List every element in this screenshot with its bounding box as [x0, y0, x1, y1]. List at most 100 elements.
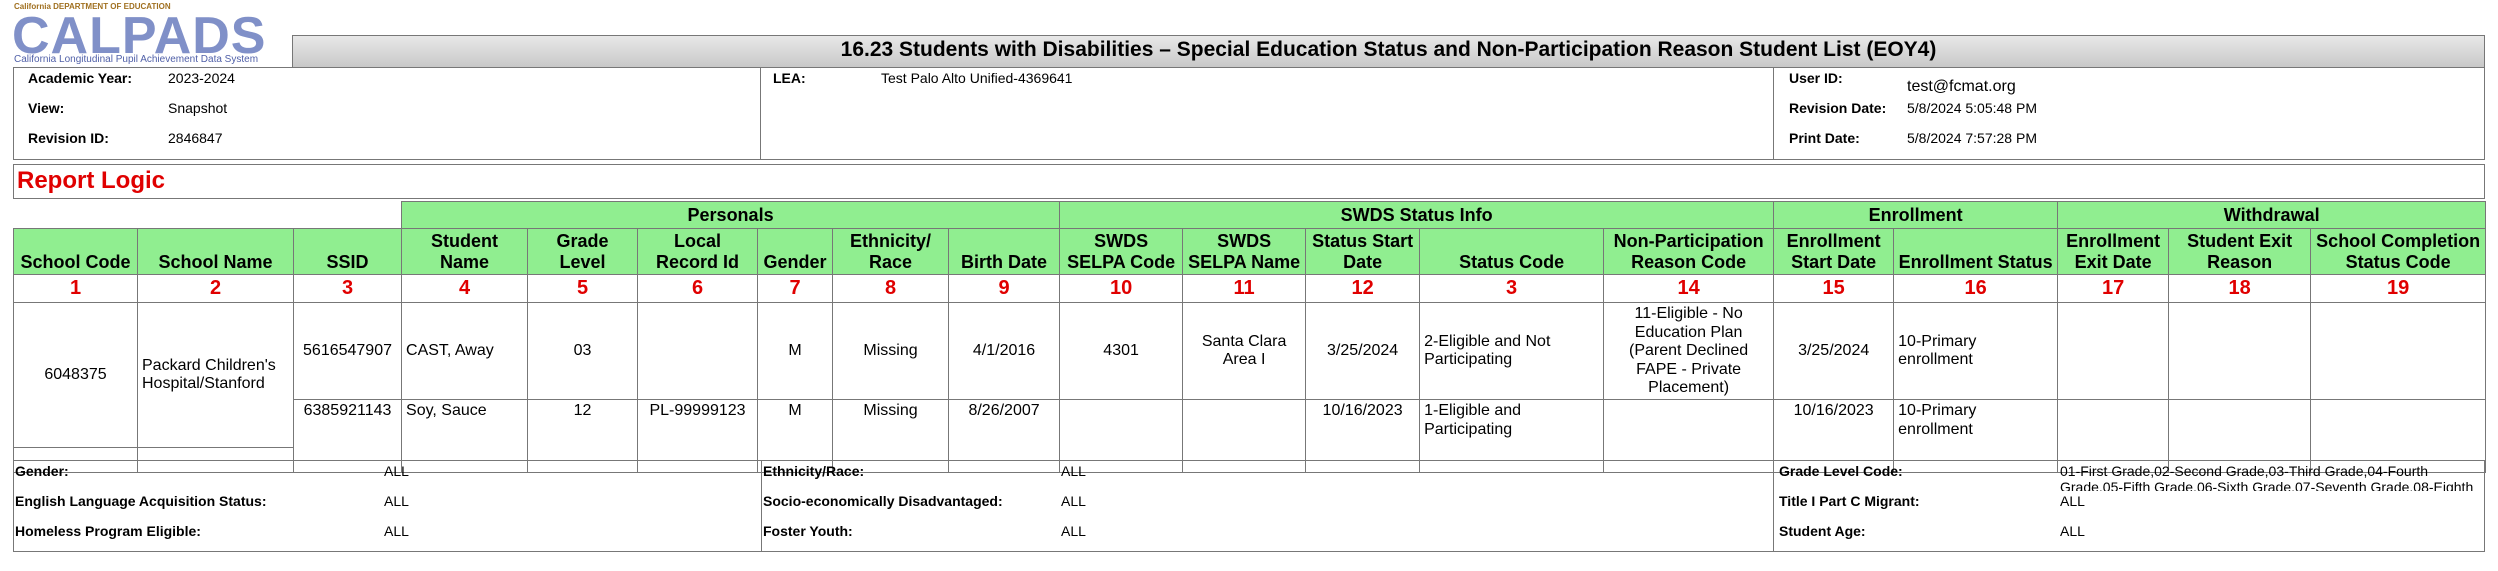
filter-label: Title I Part C Migrant: [1779, 493, 1920, 509]
cell [2168, 302, 2312, 401]
info-value: 2023-2024 [168, 70, 235, 86]
logo-subtitle: California Longitudinal Pupil Achievemen… [14, 54, 259, 65]
cell: 10-Primary enrollment [1893, 302, 2059, 401]
column-number: 16 [1893, 274, 2059, 304]
info-label: LEA: [773, 70, 806, 86]
info-label: User ID: [1789, 70, 1843, 86]
column-header: Non-Participation Reason Code [1603, 227, 1775, 276]
column-header: Student Exit Reason [2168, 227, 2312, 276]
column-number: 12 [1305, 274, 1421, 304]
table-body: Personals SWDS Status Info Enrollment Withd… [13, 201, 2487, 474]
filter-value: 01-First Grade,02-Second Grade,03-Third … [2060, 463, 2474, 491]
student-table: Personals SWDS Status Info Enrollment Withd… [13, 201, 2487, 474]
group-header: SWDS Status Info [1059, 201, 1775, 229]
cell: 3/25/2024 [1773, 302, 1895, 401]
header-row: School Code School Name SSID Student Name Gr… [13, 227, 2487, 276]
filter-label: Student Age: [1779, 523, 1866, 539]
info-value: 2846847 [168, 130, 223, 146]
column-header: Status Code [1419, 227, 1605, 276]
filter-value: ALL [2060, 523, 2085, 539]
group-header: Withdrawal [2057, 201, 2487, 229]
column-header: Birth Date [948, 227, 1061, 276]
column-number: 2 [137, 274, 294, 304]
data-row: 6048375 Packard Children's Hospital/Stanf… [13, 302, 2487, 449]
column-header: Enrollment Exit Date [2057, 227, 2170, 276]
cell: 3/25/2024 [1305, 302, 1421, 401]
cell: Packard Children's Hospital/Stanford [137, 302, 294, 449]
divider [761, 460, 762, 552]
column-number: 5 [527, 274, 639, 304]
filter-label: Gender: [15, 463, 69, 479]
column-number: 1 [13, 274, 138, 304]
filter-value: ALL [384, 463, 409, 479]
filter-value: ALL [1061, 493, 1086, 509]
report-logic: Report Logic [17, 167, 165, 194]
filter-label: Ethnicity/Race: [763, 463, 865, 479]
column-number: 15 [1773, 274, 1895, 304]
filter-label: Foster Youth: [763, 523, 853, 539]
info-label: Revision Date: [1789, 100, 1887, 116]
cell: 4301 [1059, 302, 1184, 401]
column-number: 6 [637, 274, 759, 304]
column-header: School Name [137, 227, 294, 276]
filter-value: ALL [384, 493, 409, 509]
logo-top: California DEPARTMENT OF EDUCATION [14, 2, 171, 11]
number-row: 1 2 3 4 5 6 7 8 9 10 11 12 3 14 15 16 17 18 19 [13, 274, 2487, 304]
cell: 03 [527, 302, 639, 401]
info-label: Print Date: [1789, 130, 1860, 146]
column-number: 11 [1182, 274, 1307, 304]
column-header: Gender [757, 227, 834, 276]
column-number: 14 [1603, 274, 1775, 304]
info-value: Snapshot [168, 100, 228, 116]
cell [2057, 302, 2170, 401]
column-header: Grade Level [527, 227, 639, 276]
column-header: SSID [292, 227, 403, 276]
cell [2310, 302, 2487, 401]
divider [1773, 67, 1774, 160]
info-label: Academic Year: [28, 70, 133, 86]
cell: 5616547907 [292, 302, 403, 401]
column-header: SWDS SELPA Name [1182, 227, 1307, 276]
filter-label: Homeless Program Eligible: [15, 523, 201, 539]
column-header: Student Name [401, 227, 529, 276]
report-logic-box [13, 164, 2485, 199]
column-number: 9 [948, 274, 1061, 304]
report-title: 16.23 Students with Disabilities – Speci… [840, 38, 1937, 61]
filter-value: ALL [2060, 493, 2085, 509]
logo-name: CALPADS [12, 7, 267, 65]
group-header [13, 201, 403, 229]
filter-box [13, 460, 2485, 552]
cell [637, 302, 759, 401]
filter-label: English Language Acquisition Status: [15, 493, 267, 509]
column-number: 18 [2168, 274, 2312, 304]
group-row: Personals SWDS Status Info Enrollment Withd… [13, 201, 2487, 229]
divider [1773, 460, 1774, 552]
info-box [13, 67, 2485, 160]
cell: 2-Eligible and Not Participating [1419, 302, 1605, 401]
column-header: SWDS SELPA Code [1059, 227, 1184, 276]
cell: Missing [832, 302, 950, 401]
cell: M [757, 302, 834, 401]
column-number: 7 [757, 274, 834, 304]
column-header: Enrollment Start Date [1773, 227, 1895, 276]
info-value: Test Palo Alto Unified-4369641 [881, 70, 1073, 86]
column-header: School Completion Status Code [2310, 227, 2487, 276]
data-row: 6385921143 Soy, Sauce 12 PL-99999123 M Missin… [14, 399, 2487, 474]
info-label: View: [28, 100, 65, 116]
column-number: 10 [1059, 274, 1184, 304]
column-header: School Code [13, 227, 138, 276]
column-header: Ethnicity/ Race [832, 227, 950, 276]
title-bar [292, 35, 2485, 68]
column-number: 17 [2057, 274, 2170, 304]
info-label: Revision ID: [28, 130, 109, 146]
filter-label: Grade Level Code: [1779, 463, 1903, 479]
cell: Santa Clara Area I [1182, 302, 1307, 401]
filter-value: ALL [384, 523, 409, 539]
filter-value: ALL [1061, 523, 1086, 539]
group-header: Personals [401, 201, 1061, 229]
cell: 4/1/2016 [948, 302, 1061, 401]
cell: CAST, Away [401, 302, 529, 401]
group-header: Enrollment [1773, 201, 2059, 229]
column-header: Local Record Id [637, 227, 759, 276]
filter-value: ALL [1061, 463, 1086, 479]
